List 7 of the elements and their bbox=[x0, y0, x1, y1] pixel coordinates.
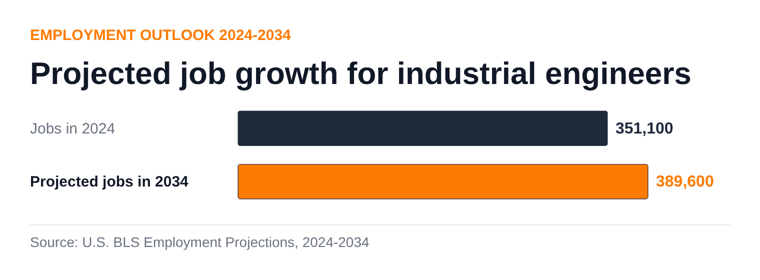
chart-subtitle: EMPLOYMENT OUTLOOK 2024-2034 bbox=[30, 27, 292, 44]
source-note: Source: U.S. BLS Employment Projections, 2024-2034 bbox=[30, 234, 370, 250]
data-label: 389,600 bbox=[656, 174, 714, 191]
data-label: 351,100 bbox=[615, 120, 674, 138]
y-tick-label: Jobs in 2024 bbox=[30, 120, 116, 138]
chart-title: Projected job growth for industrial engineers bbox=[30, 56, 692, 91]
y-tick-label: Projected jobs in 2034 bbox=[30, 174, 190, 191]
